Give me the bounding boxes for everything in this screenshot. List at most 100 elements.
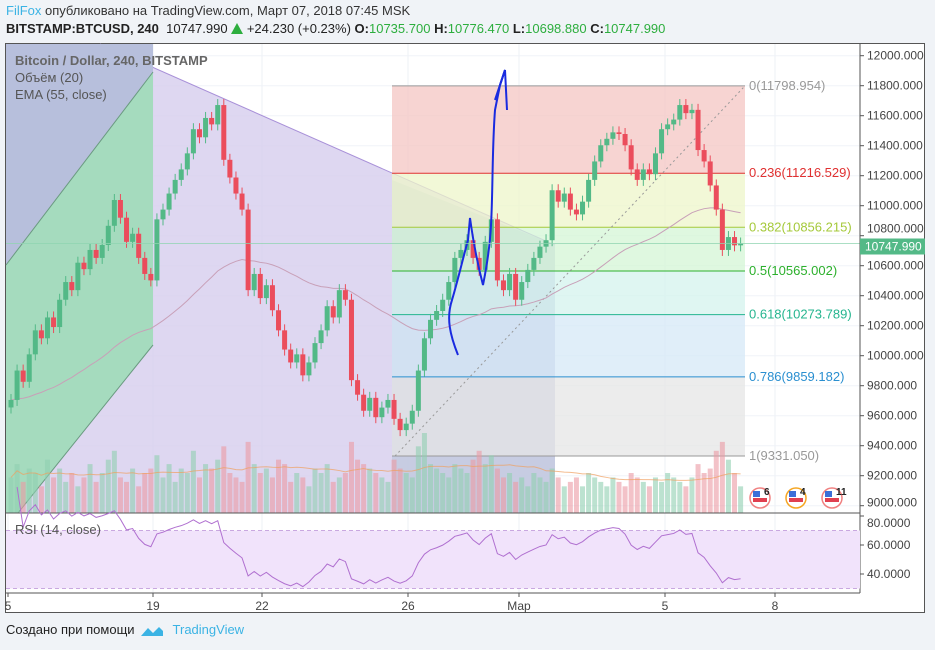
candle xyxy=(324,306,330,331)
rsi-tick-label: 40.0000 xyxy=(867,567,911,581)
volume-bar xyxy=(294,473,300,513)
candle xyxy=(367,397,373,411)
volume-bar xyxy=(701,473,707,513)
green-channel xyxy=(6,72,153,513)
candle xyxy=(507,273,513,291)
volume-bar xyxy=(452,464,458,513)
fib-level-label: 0.5(10565.002) xyxy=(749,263,837,278)
candle xyxy=(555,190,561,202)
fib-level-label: 0.236(11216.529) xyxy=(749,165,851,180)
volume-bar xyxy=(464,473,470,513)
volume-bar xyxy=(428,464,434,513)
volume-bar xyxy=(336,477,342,513)
volume-bar xyxy=(300,477,306,513)
candle xyxy=(379,407,385,418)
ema-line xyxy=(10,207,741,401)
volume-bar xyxy=(38,486,44,513)
hand-drawn-arrow xyxy=(448,69,508,356)
flag-icon xyxy=(753,498,767,502)
volume-bar xyxy=(671,477,677,513)
legend-volume: Объём (20) xyxy=(15,70,84,85)
candle xyxy=(306,362,312,376)
candle xyxy=(57,299,63,328)
candle xyxy=(142,257,148,274)
up-arrow-icon xyxy=(231,23,244,34)
candle xyxy=(446,282,452,300)
flag-icon xyxy=(825,491,832,497)
candle xyxy=(312,343,318,363)
volume-bar xyxy=(537,477,543,513)
candle xyxy=(403,423,409,431)
candle xyxy=(130,233,136,242)
candle xyxy=(190,129,196,154)
candle xyxy=(671,119,677,125)
high-label: H: xyxy=(434,21,448,36)
author-link[interactable]: FilFox xyxy=(6,3,42,18)
volume-bar xyxy=(26,468,32,513)
candle xyxy=(348,299,354,381)
y-tick-label: 11400.000 xyxy=(867,139,923,153)
volume-bar xyxy=(622,486,628,513)
volume-bar xyxy=(379,477,385,513)
candle xyxy=(288,349,294,363)
candle xyxy=(689,109,695,114)
symbol: BITSTAMP:BTCUSD, 240 xyxy=(6,21,159,36)
volume-bar xyxy=(446,477,452,513)
candle xyxy=(713,185,719,210)
candle xyxy=(428,319,434,339)
candle xyxy=(69,282,75,291)
event-count: 11 xyxy=(836,487,847,498)
volume-bar xyxy=(500,477,506,513)
x-tick-label: 5 xyxy=(5,599,12,613)
y-tick-label: 9000.000 xyxy=(867,496,917,510)
candle xyxy=(269,285,275,311)
volume-bar xyxy=(288,481,294,513)
volume-bar xyxy=(689,477,695,513)
created-with: Создано при помощи xyxy=(6,622,135,637)
y-tick-label: 11800.000 xyxy=(867,79,923,93)
volume-bar xyxy=(51,477,57,513)
candle xyxy=(610,132,616,139)
volume-bar xyxy=(555,477,561,513)
volume-bar xyxy=(117,477,123,513)
candle xyxy=(154,219,160,281)
volume-bar xyxy=(610,477,616,513)
volume-bar xyxy=(312,468,318,513)
volume-bar xyxy=(32,473,38,513)
volume-bar xyxy=(580,486,586,513)
candle xyxy=(87,249,93,270)
close-label: C: xyxy=(590,21,604,36)
candle xyxy=(628,145,634,170)
candle xyxy=(440,299,446,311)
volume-bar xyxy=(543,481,549,513)
candle xyxy=(476,257,482,270)
x-tick-label: 26 xyxy=(401,599,415,613)
candle xyxy=(294,354,300,363)
y-tick-label: 9600.000 xyxy=(867,409,917,423)
candle xyxy=(549,190,555,241)
candle xyxy=(567,193,573,210)
volume-bar xyxy=(99,473,105,513)
candle xyxy=(196,129,202,138)
x-tick-label: Мар xyxy=(507,599,531,613)
candle xyxy=(26,354,32,382)
candle xyxy=(148,273,154,281)
volume-bar xyxy=(476,450,482,513)
volume-bar xyxy=(124,481,130,513)
last-price: 10747.990 xyxy=(166,21,228,36)
volume-bar xyxy=(215,459,221,513)
tradingview-link[interactable]: TradingView xyxy=(172,622,245,637)
volume-bar xyxy=(172,481,178,513)
candle xyxy=(707,161,713,186)
volume-bar xyxy=(233,477,239,513)
candle xyxy=(209,117,215,125)
volume-bar xyxy=(269,477,275,513)
y-tick-label: 10000.000 xyxy=(867,349,924,363)
candle xyxy=(415,370,421,411)
volume-bar xyxy=(105,459,111,513)
candle xyxy=(701,150,707,162)
candle xyxy=(385,399,391,408)
candle xyxy=(500,280,506,291)
x-tick-label: 22 xyxy=(255,599,269,613)
